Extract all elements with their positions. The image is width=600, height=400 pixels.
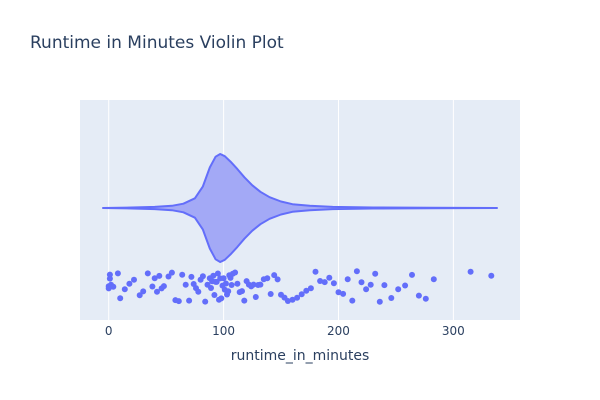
- data-point: [274, 276, 281, 283]
- data-point: [199, 273, 206, 280]
- data-point: [220, 275, 227, 282]
- data-point: [222, 280, 229, 287]
- data-point: [344, 276, 351, 283]
- data-point: [363, 286, 370, 293]
- data-point: [298, 291, 305, 298]
- data-point: [326, 274, 333, 281]
- data-point: [106, 275, 113, 282]
- data-point: [294, 294, 301, 301]
- violin-body: [102, 153, 498, 263]
- data-point: [340, 290, 347, 297]
- points-layer: [105, 268, 495, 305]
- data-point: [202, 298, 209, 305]
- data-point: [175, 298, 182, 305]
- data-point: [110, 283, 117, 290]
- data-point: [307, 285, 314, 292]
- x-tick-label: 300: [442, 324, 465, 338]
- data-point: [182, 281, 189, 288]
- data-point: [140, 288, 147, 295]
- data-point: [121, 286, 128, 293]
- x-axis-title: runtime_in_minutes: [230, 348, 370, 364]
- x-tick-labels: 0 100 200 300: [105, 324, 465, 338]
- data-point: [284, 298, 291, 304]
- data-point: [188, 273, 195, 280]
- data-point: [312, 268, 319, 275]
- data-point: [131, 276, 137, 283]
- data-point: [267, 291, 274, 297]
- data-point: [367, 281, 374, 288]
- data-point: [330, 280, 337, 287]
- data-point: [186, 297, 193, 304]
- data-point: [165, 273, 172, 280]
- data-point: [241, 297, 248, 304]
- data-point: [376, 298, 383, 305]
- data-point: [160, 283, 167, 290]
- x-tick-label: 100: [212, 324, 235, 338]
- data-point: [349, 297, 356, 304]
- data-point: [211, 292, 218, 298]
- violin-layer: [102, 153, 498, 263]
- data-point: [208, 285, 214, 291]
- data-point: [114, 270, 121, 277]
- data-point: [430, 276, 437, 283]
- data-point: [395, 286, 402, 293]
- data-point: [317, 278, 324, 284]
- data-point: [252, 294, 259, 300]
- data-point: [250, 281, 257, 288]
- data-point: [214, 270, 221, 277]
- data-point: [257, 281, 264, 288]
- data-point: [195, 288, 202, 295]
- data-point: [225, 288, 232, 295]
- chart-title: Runtime in Minutes Violin Plot: [30, 33, 284, 53]
- data-point: [488, 272, 495, 279]
- data-point: [289, 296, 296, 303]
- data-point: [232, 269, 239, 276]
- data-point: [264, 275, 271, 282]
- data-point: [409, 271, 415, 278]
- data-point: [372, 270, 379, 277]
- data-point: [321, 279, 328, 286]
- data-point: [353, 268, 360, 275]
- data-point: [271, 272, 278, 279]
- data-point: [228, 282, 235, 288]
- data-point: [144, 270, 151, 277]
- data-point: [168, 269, 175, 276]
- data-point: [136, 292, 143, 299]
- data-point: [117, 295, 124, 302]
- data-point: [388, 295, 395, 301]
- data-point: [381, 282, 388, 289]
- data-point: [156, 272, 163, 279]
- data-point: [210, 272, 217, 279]
- data-point: [151, 275, 158, 282]
- data-point: [467, 268, 474, 275]
- data-point: [218, 295, 225, 302]
- data-point: [126, 280, 133, 287]
- data-point: [303, 287, 310, 294]
- data-point: [402, 282, 409, 289]
- data-point: [239, 288, 245, 295]
- data-point: [234, 280, 241, 287]
- data-point: [335, 289, 342, 296]
- data-point: [149, 283, 156, 290]
- data-point: [179, 271, 186, 278]
- x-tick-label: 0: [105, 324, 113, 338]
- data-point: [422, 295, 429, 302]
- data-point: [358, 279, 365, 286]
- data-point: [415, 292, 422, 299]
- data-point: [154, 288, 160, 295]
- x-tick-label: 200: [327, 324, 350, 338]
